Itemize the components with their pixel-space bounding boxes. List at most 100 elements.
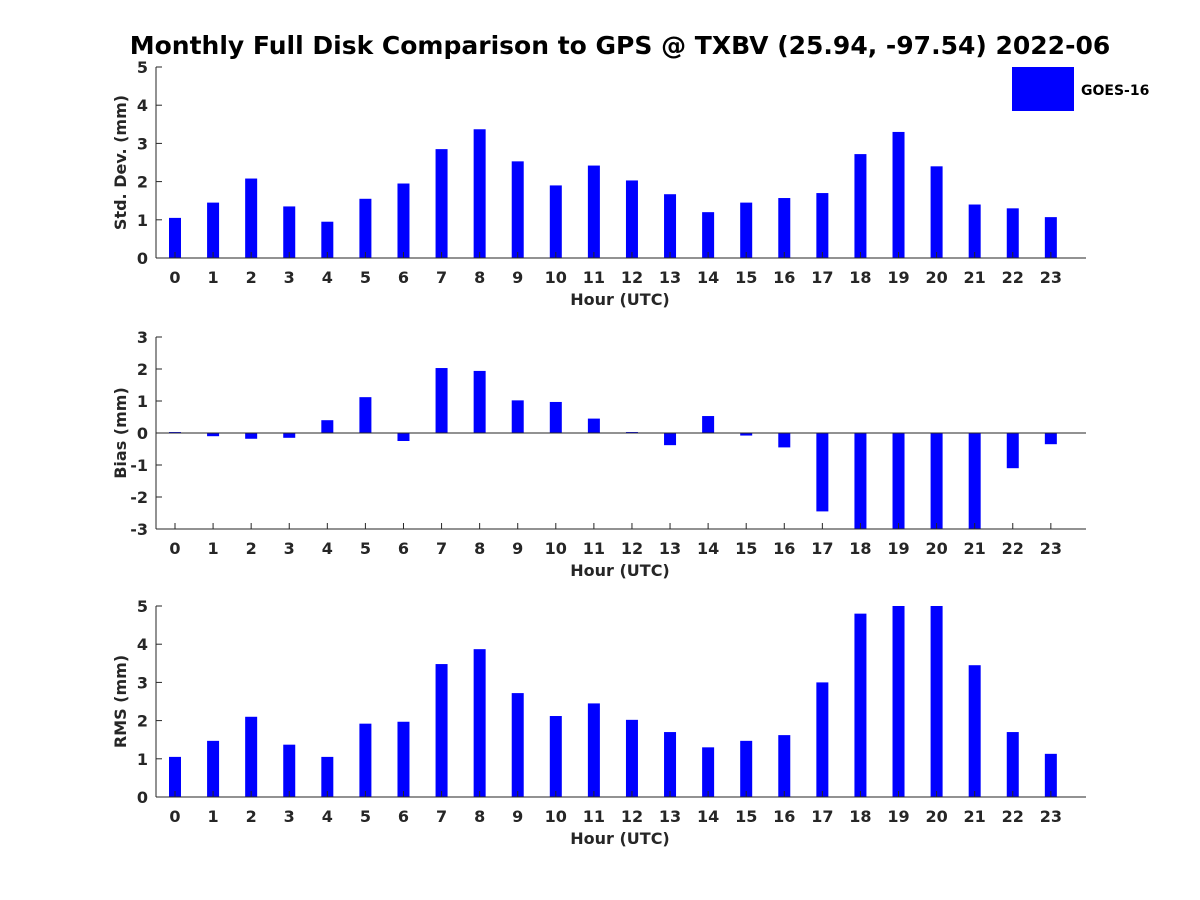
x-tick-label: 18	[849, 268, 871, 287]
bar-hour-14	[702, 212, 715, 258]
x-tick-label: 21	[964, 268, 986, 287]
x-tick-label: 13	[659, 268, 681, 287]
x-axis-label: Hour (UTC)	[570, 829, 670, 848]
bar-hour-13	[664, 732, 677, 797]
bar-hour-3	[283, 206, 296, 258]
x-tick-label: 15	[735, 268, 757, 287]
y-tick-label: 1	[137, 211, 148, 230]
x-tick-label: 9	[512, 268, 523, 287]
bar-hour-12	[625, 180, 638, 258]
bar-hour-13	[664, 433, 677, 446]
x-tick-label: 23	[1040, 539, 1062, 558]
bar-hour-1	[207, 740, 220, 797]
y-tick-label: 1	[137, 750, 148, 769]
x-tick-label: 12	[621, 539, 643, 558]
bar-hour-17	[816, 193, 829, 258]
x-tick-label: 11	[583, 268, 605, 287]
x-tick-label: 11	[583, 807, 605, 826]
x-tick-label: 1	[208, 539, 219, 558]
x-tick-label: 16	[773, 807, 795, 826]
bar-hour-1	[207, 433, 220, 437]
bar-hour-16	[778, 433, 791, 448]
x-tick-label: 1	[208, 807, 219, 826]
bar-hour-5	[359, 397, 372, 433]
bar-hour-19	[892, 606, 905, 797]
y-tick-label: 1	[137, 392, 148, 411]
bar-hour-22	[1006, 208, 1019, 258]
x-tick-label: 9	[512, 807, 523, 826]
x-tick-label: 5	[360, 807, 371, 826]
bar-hour-23	[1044, 753, 1057, 797]
bar-hour-17	[816, 433, 829, 512]
x-axis-label: Hour (UTC)	[570, 561, 670, 580]
bar-hour-18	[854, 613, 867, 797]
bar-hour-4	[321, 420, 334, 433]
bar-hour-0	[169, 756, 181, 797]
x-tick-label: 7	[436, 539, 447, 558]
x-tick-label: 14	[697, 268, 719, 287]
bar-hour-21	[968, 433, 981, 529]
x-tick-label: 21	[964, 807, 986, 826]
y-tick-label: 2	[137, 173, 148, 192]
y-tick-label: 5	[137, 58, 148, 77]
bar-hour-6	[397, 433, 410, 441]
legend: GOES-16	[1012, 67, 1149, 111]
x-tick-label: 4	[322, 268, 333, 287]
x-tick-label: 17	[811, 268, 833, 287]
bar-hour-8	[473, 649, 486, 797]
x-tick-label: 20	[925, 539, 947, 558]
y-tick-label: -2	[130, 488, 148, 507]
bar-hour-14	[702, 416, 715, 433]
bar-hour-12	[625, 719, 638, 797]
bar-hour-23	[1044, 217, 1057, 258]
x-tick-label: 12	[621, 268, 643, 287]
bar-hour-3	[283, 433, 296, 438]
x-tick-label: 17	[811, 539, 833, 558]
bar-hour-9	[511, 161, 524, 258]
x-tick-label: 2	[246, 539, 257, 558]
bar-hour-11	[587, 165, 600, 258]
bar-hour-18	[854, 154, 867, 258]
bar-hour-7	[435, 368, 448, 433]
x-tick-label: 1	[208, 268, 219, 287]
x-tick-label: 15	[735, 539, 757, 558]
bar-hour-13	[664, 194, 677, 258]
legend-label-goes-16: GOES-16	[1081, 83, 1149, 99]
y-tick-label: 3	[137, 134, 148, 153]
bar-hour-15	[740, 740, 753, 797]
x-tick-label: 6	[398, 807, 409, 826]
x-tick-label: 18	[849, 539, 871, 558]
x-tick-label: 6	[398, 539, 409, 558]
x-tick-label: 10	[545, 807, 567, 826]
y-axis-label: Std. Dev. (mm)	[111, 95, 130, 230]
x-tick-label: 19	[887, 807, 909, 826]
bar-hour-10	[549, 716, 562, 797]
y-tick-label: 0	[137, 788, 148, 807]
bar-hour-20	[930, 433, 943, 529]
y-tick-label: 0	[137, 424, 148, 443]
bar-hour-22	[1006, 732, 1019, 797]
bar-hour-8	[473, 370, 486, 433]
x-tick-label: 22	[1002, 268, 1024, 287]
x-tick-label: 7	[436, 268, 447, 287]
x-tick-label: 13	[659, 539, 681, 558]
bar-hour-19	[892, 131, 905, 258]
x-tick-label: 0	[169, 539, 180, 558]
x-tick-label: 14	[697, 807, 719, 826]
x-tick-label: 12	[621, 807, 643, 826]
x-tick-label: 19	[887, 268, 909, 287]
bar-hour-5	[359, 198, 372, 258]
bar-hour-15	[740, 433, 753, 436]
bar-hour-18	[854, 433, 867, 529]
x-tick-label: 22	[1002, 807, 1024, 826]
y-tick-label: 2	[137, 712, 148, 731]
x-tick-label: 4	[322, 539, 333, 558]
x-tick-label: 2	[246, 268, 257, 287]
bar-hour-21	[968, 665, 981, 797]
x-tick-label: 23	[1040, 268, 1062, 287]
